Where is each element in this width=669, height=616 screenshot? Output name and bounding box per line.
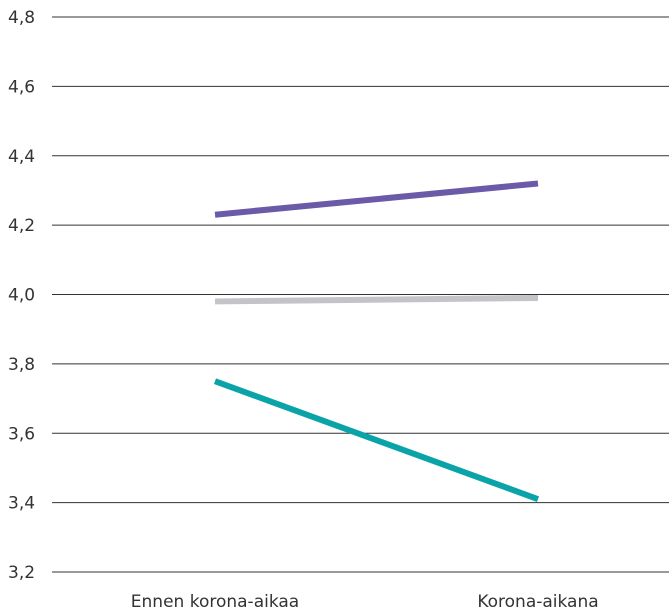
y-tick-label: 3,6 [8,424,35,444]
series-lines [213,180,540,502]
y-tick-label: 3,2 [8,563,35,583]
y-tick-label: 4,0 [8,286,35,306]
series-line-1 [214,180,539,218]
series-line-2 [214,294,539,305]
x-axis-category-labels: Ennen korona-aikaa Korona-aikana [131,592,599,612]
x-category-label: Korona-aikana [477,592,598,612]
y-tick-label: 4,8 [8,8,35,28]
y-tick-label: 4,2 [8,216,35,236]
y-axis-tick-labels: 3,2 3,4 3,6 3,8 4,0 4,2 4,4 4,6 4,8 [8,8,35,583]
gridlines [52,16,669,573]
series-line-3 [213,378,540,502]
y-tick-label: 3,8 [8,355,35,375]
y-tick-label: 4,6 [8,77,35,97]
y-tick-label: 3,4 [8,494,35,514]
y-tick-label: 4,4 [8,147,35,167]
x-category-label: Ennen korona-aikaa [131,592,299,612]
